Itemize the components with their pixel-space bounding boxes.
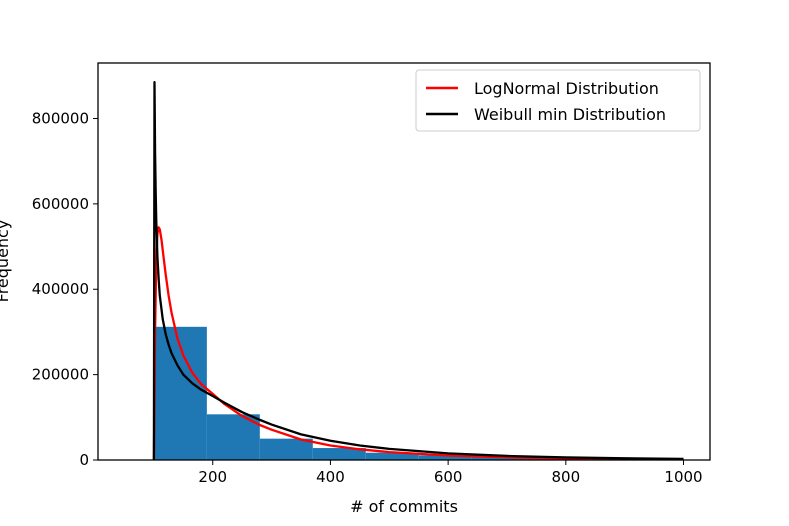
y-tick-label: 800000 [32, 109, 89, 127]
x-tick-label: 400 [316, 468, 345, 486]
y-tick-label: 600000 [32, 195, 89, 213]
y-tick-label: 400000 [32, 280, 89, 298]
x-tick-label: 600 [434, 468, 463, 486]
x-axis-label: # of commits [350, 497, 458, 516]
y-axis-ticks: 0 200000 400000 600000 800000 [32, 109, 98, 469]
histogram-bar [259, 438, 313, 460]
x-tick-label: 200 [198, 468, 227, 486]
legend: LogNormal Distribution Weibull min Distr… [415, 69, 701, 132]
distribution-curves [152, 81, 684, 461]
y-tick-label: 200000 [32, 366, 89, 384]
x-tick-label: 800 [552, 468, 581, 486]
histogram-bar [206, 414, 260, 460]
histogram-bar [471, 457, 525, 460]
x-tick-label: 1000 [664, 468, 702, 486]
y-tick-label: 0 [79, 451, 89, 469]
legend-box [415, 69, 701, 132]
y-axis-label: Frequency [0, 220, 12, 303]
histogram-bar [365, 452, 419, 460]
lognormal-curve [152, 226, 684, 461]
histogram-bar [312, 448, 366, 460]
legend-label-weibull: Weibull min Distribution [474, 105, 666, 124]
plot-frame [97, 62, 711, 461]
histogram-bar [418, 455, 472, 460]
weibull-curve [152, 81, 684, 461]
x-axis-ticks: 200 400 600 800 1000 [198, 460, 703, 486]
legend-label-lognormal: LogNormal Distribution [474, 79, 659, 98]
